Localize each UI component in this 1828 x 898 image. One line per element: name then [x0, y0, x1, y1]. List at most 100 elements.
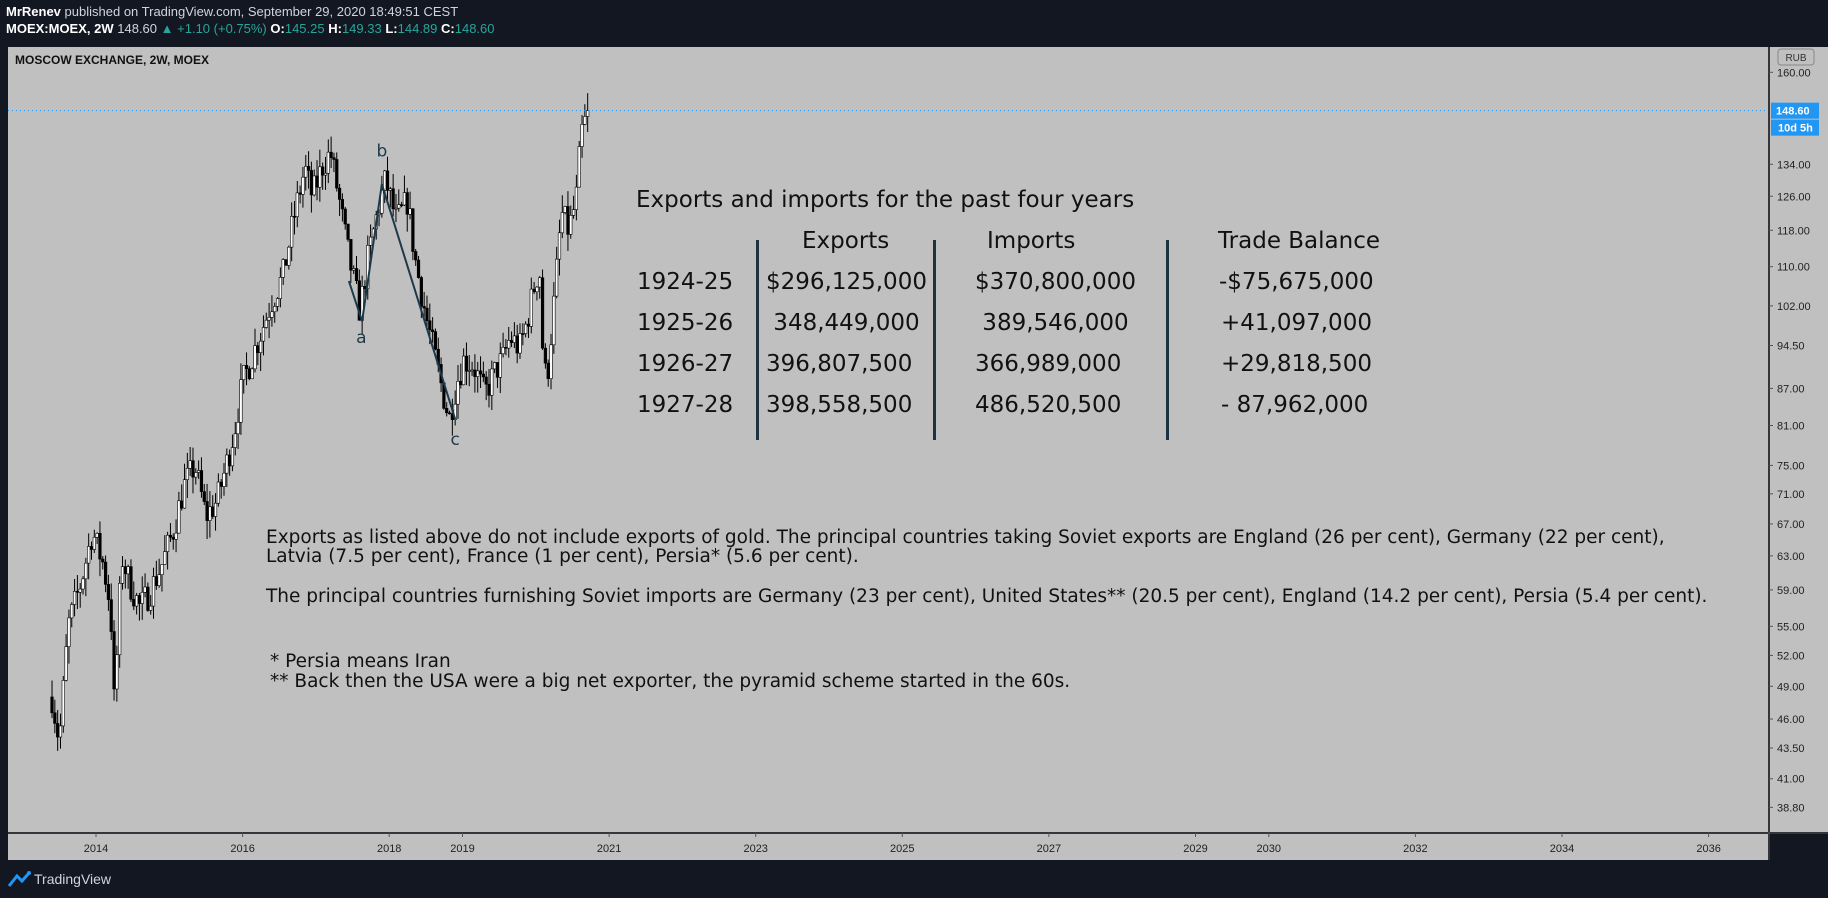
y-tick-label: 46.00 [1777, 714, 1805, 726]
candle [498, 342, 502, 394]
candle [416, 255, 421, 279]
candle [115, 645, 119, 702]
candle [335, 152, 339, 192]
x-tick-label: 2036 [1696, 843, 1720, 855]
row-year: 1924-25 [637, 269, 734, 295]
candle [106, 574, 111, 611]
time-axis[interactable] [8, 834, 1768, 860]
wave-label-a: a [356, 328, 366, 348]
candle [557, 219, 562, 276]
candle [501, 332, 505, 358]
footer-bar: TradingView [0, 862, 1828, 898]
symbol-info: MOEX:MOEX, 2W 148.60 ▲ +1.10 (+0.75%) O:… [6, 21, 495, 36]
chart-area[interactable]: MOSCOW EXCHANGE, 2W, MOEX RUB 160.00 134.… [0, 44, 1828, 862]
high-value: 149.33 [341, 21, 382, 36]
candle [571, 195, 576, 219]
last-price-badge [1771, 102, 1819, 119]
currency-box[interactable] [1777, 48, 1815, 66]
candle [216, 473, 220, 507]
candle [295, 181, 299, 228]
publish-header: MrRenev published on TradingView.com, Se… [0, 0, 1828, 44]
close-label: C: [441, 21, 455, 36]
row-exports: 398,558,500 [766, 392, 913, 418]
imports-note: The principal countries furnishing Sovie… [266, 586, 1708, 607]
author-name[interactable]: MrRenev [6, 4, 61, 19]
candle [273, 302, 277, 323]
candle [549, 333, 553, 390]
candle [284, 259, 288, 266]
x-tick-label: 2014 [84, 843, 108, 855]
candle [199, 457, 204, 498]
candle [323, 156, 328, 190]
candle [518, 323, 522, 359]
candle [157, 558, 161, 588]
candle [98, 521, 102, 577]
candle [577, 141, 581, 188]
last-price: 148.60 [117, 21, 158, 36]
y-tick-label: 52.00 [1777, 650, 1805, 662]
candle [261, 315, 266, 356]
row-year: 1925-26 [637, 310, 734, 336]
chart-svg[interactable]: MOSCOW EXCHANGE, 2W, MOEX RUB 160.00 134.… [0, 44, 1828, 862]
candle [61, 676, 65, 733]
x-tick-label: 2027 [1037, 843, 1061, 855]
candle [574, 174, 578, 221]
x-tick-label: 2023 [743, 843, 767, 855]
y-tick-label: 49.00 [1777, 681, 1805, 693]
footnote-persia: * Persia means Iran [270, 651, 451, 672]
chart-title: MOSCOW EXCHANGE, 2W, MOEX [15, 53, 209, 67]
tradingview-brand[interactable]: TradingView [34, 871, 112, 887]
candle [394, 193, 398, 223]
candle [259, 332, 263, 372]
candle [87, 533, 91, 580]
x-tick-label: 2029 [1183, 843, 1207, 855]
candle [332, 152, 336, 173]
candle [580, 115, 584, 158]
x-tick-label: 2032 [1403, 843, 1427, 855]
candle [343, 206, 347, 230]
candle [151, 567, 156, 619]
col-exports: Exports [802, 228, 890, 254]
col-balance: Trade Balance [1218, 228, 1381, 254]
high-label: H: [328, 21, 342, 36]
candle [405, 187, 409, 232]
candle [586, 93, 590, 133]
candle [101, 556, 105, 570]
candle [349, 239, 353, 283]
tradingview-logo-icon[interactable] [8, 870, 32, 890]
x-tick-label: 2016 [230, 843, 254, 855]
candle [236, 408, 240, 449]
candle [524, 321, 528, 338]
candle [368, 224, 373, 259]
y-tick-label: 81.00 [1777, 420, 1805, 432]
price-axis[interactable] [1770, 47, 1828, 832]
candle [233, 421, 237, 456]
row-balance: - 87,962,000 [1221, 392, 1369, 418]
x-tick-label: 2025 [890, 843, 914, 855]
x-tick-label: 2021 [597, 843, 621, 855]
y-tick-label: 160.00 [1777, 67, 1811, 79]
candle [290, 202, 294, 262]
x-tick-label: 2030 [1257, 843, 1281, 855]
countdown-badge [1771, 119, 1819, 136]
y-tick-label: 126.00 [1777, 191, 1811, 203]
y-tick-label: 94.50 [1777, 341, 1805, 353]
x-tick-label: 2019 [450, 843, 474, 855]
y-tick-label: 134.00 [1777, 159, 1811, 171]
col-imports: Imports [987, 228, 1076, 254]
candle [447, 410, 452, 415]
candle [425, 295, 429, 328]
plot-background[interactable] [8, 47, 1768, 832]
candle [202, 484, 206, 506]
row-exports: 348,449,000 [766, 310, 920, 336]
y-tick-label: 55.00 [1777, 621, 1805, 633]
candle [264, 312, 268, 329]
row-imports: 389,546,000 [975, 310, 1129, 336]
low-label: L: [385, 21, 398, 36]
row-balance: +29,818,500 [1221, 351, 1372, 377]
row-balance: +41,097,000 [1221, 310, 1372, 336]
low-value: 144.89 [397, 21, 438, 36]
wave-line [347, 183, 457, 420]
candle [445, 402, 449, 417]
row-exports: 396,807,500 [766, 351, 913, 377]
